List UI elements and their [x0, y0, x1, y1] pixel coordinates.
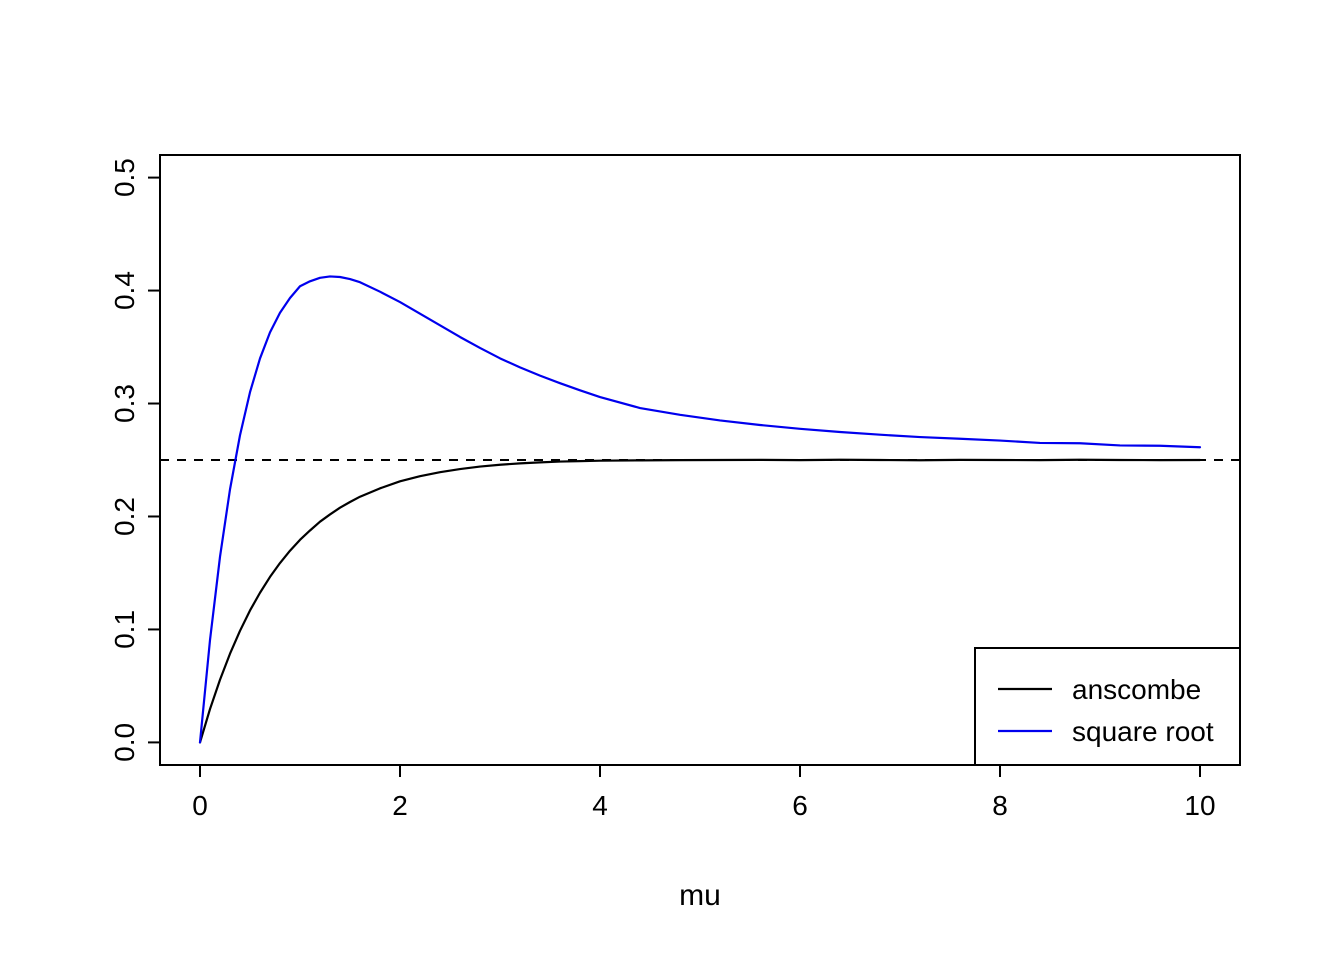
- y-tick-label: 0.2: [109, 497, 140, 536]
- legend-label: square root: [1072, 716, 1214, 747]
- x-tick-label: 6: [792, 790, 808, 821]
- series-line-anscombe: [198, 458, 1202, 744]
- y-axis: 0.0 0.1 0.2 0.3 0.4 0.5: [109, 158, 160, 762]
- plot-box: [159, 154, 1241, 766]
- x-tick-label: 0: [192, 790, 208, 821]
- x-tick-label: 8: [992, 790, 1008, 821]
- y-tick-label: 0.5: [109, 158, 140, 197]
- legend: anscombe square root: [974, 647, 1241, 766]
- x-tick-label: 4: [592, 790, 608, 821]
- legend-box: [974, 647, 1241, 766]
- x-axis: 0 2 4 6 8 10: [192, 765, 1216, 821]
- legend-label: anscombe: [1072, 674, 1201, 705]
- y-tick-label: 0.4: [109, 271, 140, 310]
- y-tick-label: 0.3: [109, 384, 140, 423]
- y-tick-label: 0.0: [109, 723, 140, 762]
- x-tick-label: 2: [392, 790, 408, 821]
- y-tick-label: 0.1: [109, 610, 140, 649]
- x-axis-title: mu: [679, 879, 721, 912]
- series-line-square-root: [198, 275, 1202, 744]
- x-tick-label: 10: [1184, 790, 1215, 821]
